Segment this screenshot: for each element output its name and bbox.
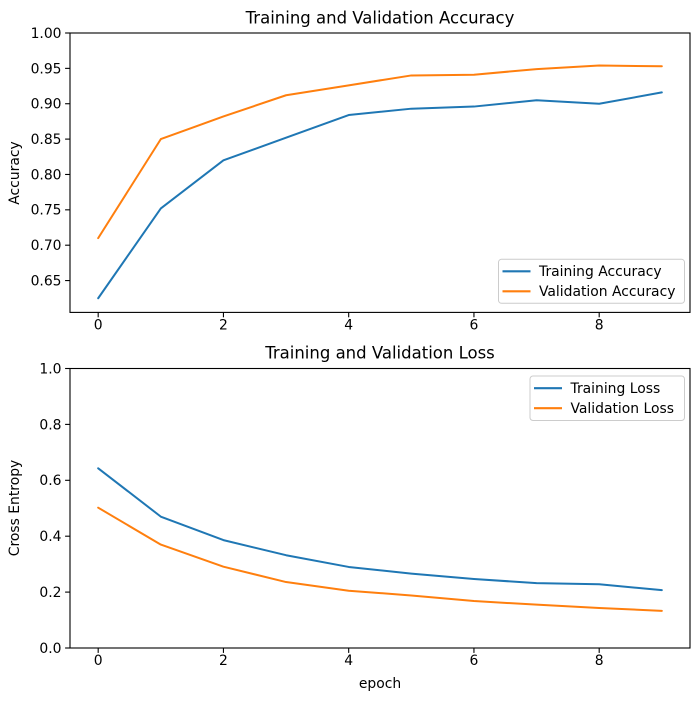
accuracy-x-tick-label: 6: [470, 318, 479, 334]
loss-legend-label: Training Loss: [570, 381, 661, 397]
accuracy-plot-spines: [69, 32, 691, 313]
accuracy-legend-label: Validation Accuracy: [539, 284, 675, 300]
loss-y-tick-label: 0.4: [39, 529, 61, 545]
accuracy-y-tick-label: 0.90: [31, 97, 62, 113]
accuracy-x-tick-label: 2: [219, 318, 228, 334]
loss-x-tick-label: 4: [344, 653, 353, 669]
loss-line-training-loss: [97, 467, 663, 592]
loss-plot-spines: [69, 367, 691, 649]
loss-y-tick-label: 0.8: [39, 417, 61, 433]
accuracy-y-tick-label: 1.00: [31, 26, 62, 42]
accuracy-y-tick-label: 0.70: [31, 238, 62, 254]
loss-y-tick-label: 0.2: [39, 585, 61, 601]
accuracy-x-tick-label: 0: [94, 318, 103, 334]
accuracy-legend-label: Training Accuracy: [538, 264, 662, 280]
loss-y-tick-label: 1.0: [39, 361, 61, 377]
accuracy-line-training-accuracy: [97, 91, 663, 300]
loss-x-tick-label: 8: [595, 653, 604, 669]
loss-x-tick-label: 0: [94, 653, 103, 669]
accuracy-x-tick-label: 4: [344, 318, 353, 334]
accuracy-y-tick-label: 0.80: [31, 167, 62, 183]
accuracy-line-validation-accuracy: [97, 64, 663, 240]
loss-legend-box: [529, 375, 685, 421]
loss-x-tick-label: 6: [470, 653, 479, 669]
accuracy-x-tick-label: 8: [595, 318, 604, 334]
accuracy-y-tick-label: 0.75: [31, 203, 62, 219]
loss-line-validation-loss: [97, 506, 663, 612]
loss-legend-label: Validation Loss: [571, 401, 674, 417]
accuracy-y-tick-label: 0.95: [31, 61, 62, 77]
loss-y-tick-label: 0.0: [39, 641, 61, 657]
accuracy-legend-box: [498, 258, 685, 304]
loss-y-tick-label: 0.6: [39, 473, 61, 489]
loss-x-tick-label: 2: [219, 653, 228, 669]
accuracy-y-tick-label: 0.65: [31, 273, 62, 289]
accuracy-y-tick-label: 0.85: [31, 132, 62, 148]
